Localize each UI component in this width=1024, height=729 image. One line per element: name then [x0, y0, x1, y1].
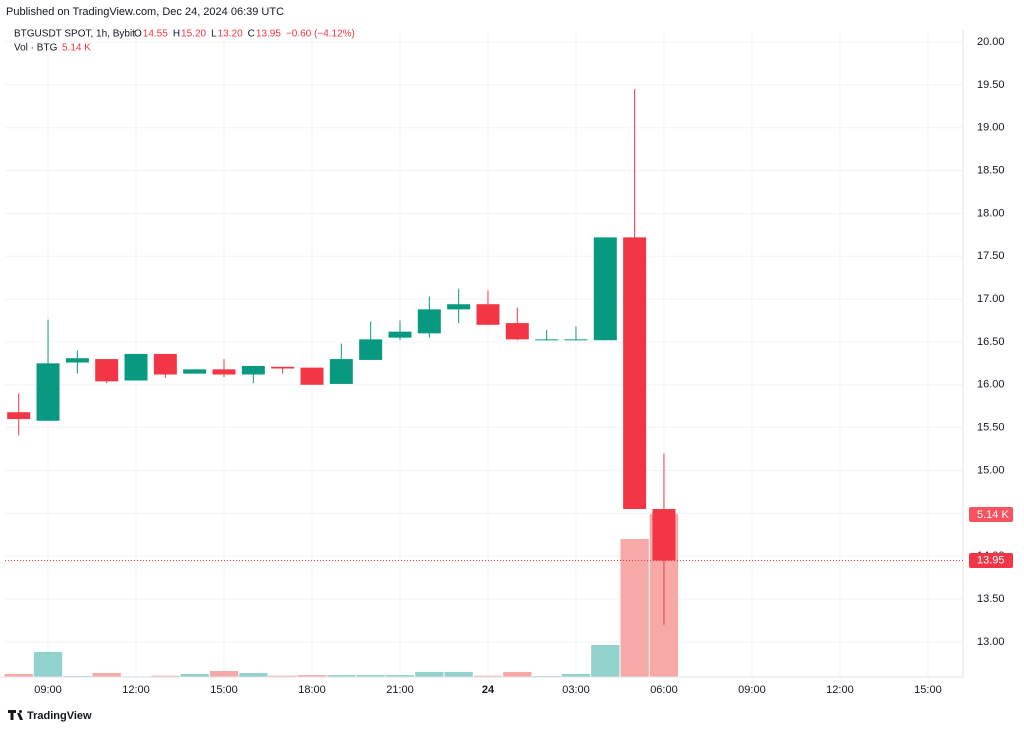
volume-bar — [503, 671, 532, 677]
candle-body — [153, 353, 177, 375]
candle-body — [271, 366, 295, 369]
y-tick-label: 13.50 — [977, 593, 1005, 605]
candle-body — [95, 359, 119, 382]
x-tick-label: 18:00 — [298, 684, 326, 696]
candle-body — [623, 237, 647, 510]
y-tick-label: 20.00 — [977, 36, 1005, 48]
candle-body — [7, 412, 31, 420]
y-tick-label: 18.00 — [977, 207, 1005, 219]
y-tick-label: 16.50 — [977, 336, 1005, 348]
ohlc-value: 13.95 — [256, 29, 281, 40]
volume-bar — [591, 644, 620, 677]
ohlc-value: 13.20 — [218, 29, 243, 40]
volume-bar — [385, 675, 415, 677]
candle-body — [535, 339, 559, 341]
logo-icon — [8, 710, 23, 720]
candle-body — [505, 323, 529, 340]
candle-layer — [7, 89, 676, 625]
volume-bar — [33, 651, 63, 677]
ohlc-value: 15.20 — [181, 29, 206, 40]
candle-body — [183, 369, 207, 374]
y-tick-label: 17.00 — [977, 293, 1005, 305]
volume-bar — [473, 675, 503, 677]
volume-box-label: 5.14 K — [977, 509, 1009, 521]
volume-bar — [444, 671, 473, 677]
x-tick-label: 15:00 — [210, 684, 238, 696]
logo-dot — [19, 710, 22, 713]
x-tick-label: 06:00 — [650, 684, 678, 696]
candle-body — [476, 304, 500, 325]
volume-bar — [415, 671, 444, 677]
volume-bar — [620, 539, 649, 677]
last-price-label: 13.95 — [977, 554, 1005, 566]
x-tick-label: 24 — [482, 684, 495, 696]
candle-body — [241, 365, 265, 375]
volume-bar — [327, 675, 356, 677]
ohlc-key: C — [248, 29, 255, 40]
volume-bar — [268, 675, 297, 677]
candle-body — [417, 309, 441, 334]
volume-bar — [180, 673, 209, 677]
volume-box — [969, 507, 1013, 522]
candle-body — [447, 304, 471, 310]
candle-body — [388, 331, 412, 338]
y-tick-label: 18.50 — [977, 164, 1005, 176]
volume-bar — [356, 675, 385, 677]
ohlc-key: O — [134, 29, 142, 40]
x-tick-label: 21:00 — [386, 684, 414, 696]
brand: TradingView — [27, 710, 92, 722]
y-tick-label: 13.00 — [977, 636, 1005, 648]
logo — [8, 710, 23, 720]
last-price-box — [969, 552, 1013, 568]
y-tick-label: 17.50 — [977, 250, 1005, 262]
candle-body — [65, 358, 89, 363]
candle-body — [564, 339, 588, 341]
symbol: BTGUSDT SPOT, 1h, Bybit — [14, 29, 135, 40]
y-tick-label: 15.00 — [977, 464, 1005, 476]
x-tick-label: 09:00 — [738, 684, 766, 696]
candle-body — [36, 363, 60, 421]
y-tick-label: 19.00 — [977, 122, 1005, 134]
x-tick-label: 12:00 — [826, 684, 854, 696]
candle-body — [359, 339, 383, 360]
candle-body — [212, 369, 236, 375]
ohlc-value: 14.55 — [143, 29, 168, 40]
volume-label: Vol · BTG — [14, 43, 58, 54]
volume-bar — [297, 675, 327, 677]
volume-bar — [561, 673, 591, 677]
volume-bar — [209, 670, 239, 677]
volume-bar — [92, 673, 121, 677]
x-tick-label: 03:00 — [562, 684, 590, 696]
ohlc-key: L — [211, 29, 217, 40]
x-tick-label: 09:00 — [34, 684, 62, 696]
candle-body — [300, 367, 324, 385]
y-tick-label: 15.50 — [977, 422, 1005, 434]
candle-body — [124, 353, 148, 381]
axes: 13.0013.5014.0014.5015.0015.5016.0016.50… — [5, 36, 1013, 696]
x-tick-label: 15:00 — [914, 684, 942, 696]
candle-body — [329, 359, 353, 384]
candle-body — [593, 237, 617, 341]
y-tick-label: 19.50 — [977, 79, 1005, 91]
x-tick-label: 12:00 — [122, 684, 150, 696]
ohlc-legend: O 14.55 H 15.20 L 13.20 C 13.95 −0.60 (−4.12%) — [134, 29, 355, 40]
volume-bar — [239, 673, 268, 677]
candle-body — [652, 509, 676, 561]
ohlc-key: H — [173, 29, 180, 40]
published: Published on TradingView.com, Dec 24, 20… — [6, 6, 284, 18]
volume-value: 5.14 K — [62, 43, 91, 54]
change: −0.60 (−4.12%) — [286, 29, 355, 40]
y-tick-label: 16.00 — [977, 379, 1005, 391]
volume-bar — [4, 673, 33, 677]
volume-bar — [151, 675, 180, 677]
